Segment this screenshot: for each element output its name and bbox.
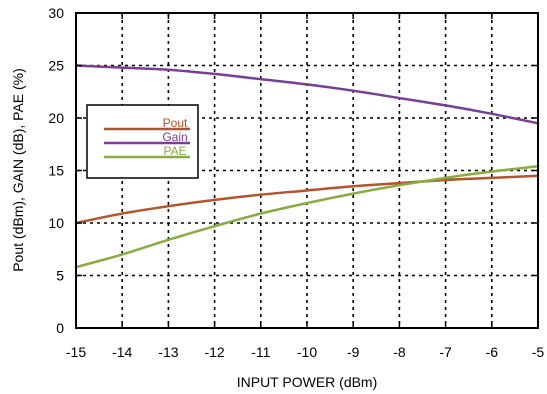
legend-label-pout: Pout bbox=[163, 116, 188, 130]
x-tick-label: -14 bbox=[112, 344, 132, 360]
y-tick-label: 30 bbox=[48, 5, 64, 21]
x-axis-label: INPUT POWER (dBm) bbox=[237, 374, 378, 390]
y-tick-label: 5 bbox=[56, 268, 64, 284]
y-axis-label: Pout (dBm), GAIN (dB), PAE (%) bbox=[10, 68, 26, 272]
series-line-gain bbox=[74, 64, 540, 125]
y-tick-label: 0 bbox=[56, 320, 64, 336]
series-line-pout bbox=[74, 174, 540, 225]
y-tick-label: 20 bbox=[48, 110, 64, 126]
x-tick-label: -7 bbox=[439, 344, 452, 360]
x-tick-label: -15 bbox=[66, 344, 86, 360]
x-tick-label: -13 bbox=[158, 344, 178, 360]
x-tick-label: -12 bbox=[204, 344, 224, 360]
series-line-pae bbox=[74, 165, 540, 269]
x-tick-label: -11 bbox=[251, 344, 270, 360]
y-tick-label: 25 bbox=[48, 58, 64, 74]
x-tick-label: -10 bbox=[297, 344, 317, 360]
x-tick-label: -9 bbox=[347, 344, 360, 360]
axis-ticks bbox=[75, 12, 539, 329]
x-tick-label: -6 bbox=[486, 344, 499, 360]
legend-label-pae: PAE bbox=[163, 144, 186, 158]
y-tick-label: 15 bbox=[48, 163, 64, 179]
series-lines bbox=[74, 64, 540, 269]
legend-box bbox=[86, 104, 199, 179]
x-tick-label: -8 bbox=[393, 344, 406, 360]
legend-label-gain: Gain bbox=[162, 130, 187, 144]
y-tick-labels: 0 5 10 15 20 25 30 bbox=[48, 5, 64, 336]
x-tick-labels: -15 -14 -13 -12 -11 -10 -9 -8 -7 -6 -5 bbox=[66, 344, 545, 360]
y-tick-label: 10 bbox=[48, 215, 64, 231]
x-tick-label: -5 bbox=[532, 344, 545, 360]
